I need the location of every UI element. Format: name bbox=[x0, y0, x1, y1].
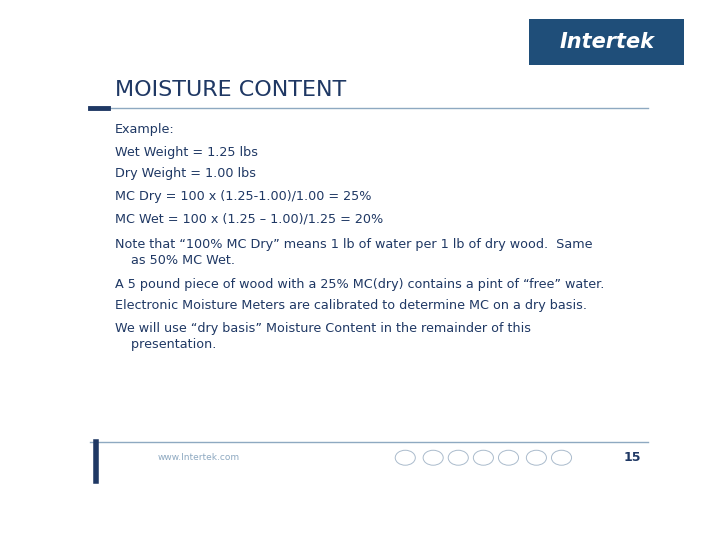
Text: as 50% MC Wet.: as 50% MC Wet. bbox=[115, 254, 235, 267]
Text: Dry Weight = 1.00 lbs: Dry Weight = 1.00 lbs bbox=[115, 167, 256, 180]
Text: MC Dry = 100 x (1.25-1.00)/1.00 = 25%: MC Dry = 100 x (1.25-1.00)/1.00 = 25% bbox=[115, 190, 372, 202]
Text: A 5 pound piece of wood with a 25% MC(dry) contains a pint of “free” water.: A 5 pound piece of wood with a 25% MC(dr… bbox=[115, 278, 605, 291]
Text: MOISTURE CONTENT: MOISTURE CONTENT bbox=[115, 80, 346, 100]
Text: Wet Weight = 1.25 lbs: Wet Weight = 1.25 lbs bbox=[115, 146, 258, 159]
Text: We will use “dry basis” Moisture Content in the remainder of this: We will use “dry basis” Moisture Content… bbox=[115, 322, 531, 335]
Text: 15: 15 bbox=[624, 451, 641, 464]
Text: Electronic Moisture Meters are calibrated to determine MC on a dry basis.: Electronic Moisture Meters are calibrate… bbox=[115, 300, 587, 313]
FancyBboxPatch shape bbox=[520, 17, 693, 66]
Text: Intertek: Intertek bbox=[559, 32, 654, 52]
Text: MC Wet = 100 x (1.25 – 1.00)/1.25 = 20%: MC Wet = 100 x (1.25 – 1.00)/1.25 = 20% bbox=[115, 212, 383, 225]
Text: www.Intertek.com: www.Intertek.com bbox=[158, 453, 240, 462]
Text: Note that “100% MC Dry” means 1 lb of water per 1 lb of dry wood.  Same: Note that “100% MC Dry” means 1 lb of wa… bbox=[115, 238, 593, 251]
Text: presentation.: presentation. bbox=[115, 338, 217, 351]
Text: Example:: Example: bbox=[115, 123, 175, 136]
